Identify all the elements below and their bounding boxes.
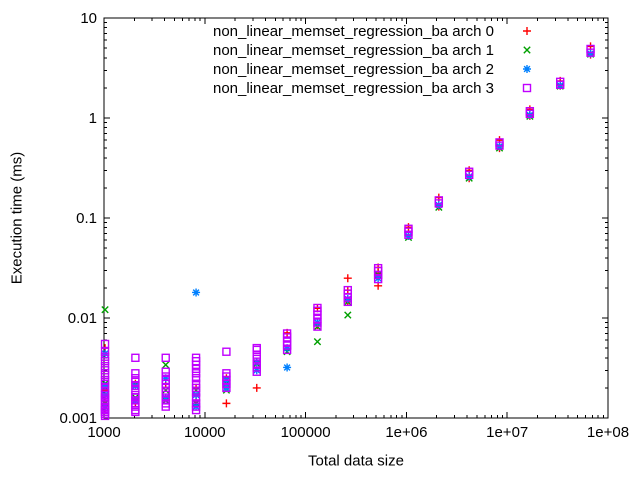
asterisk-marker-icon <box>404 232 413 241</box>
cross-marker-icon <box>313 337 322 346</box>
square-marker-icon <box>191 393 201 402</box>
legend-label: non_linear_memset_regression_ba arch 3 <box>213 80 494 97</box>
square-marker-icon <box>373 274 383 284</box>
x-tick-label: 1e+08 <box>587 424 629 441</box>
cross-marker-icon <box>101 306 109 314</box>
cross-marker-icon <box>162 361 170 369</box>
asterisk-marker-icon <box>283 344 292 353</box>
plus-marker-icon <box>343 274 352 283</box>
square-marker-icon <box>252 343 261 353</box>
square-marker-icon <box>343 297 352 307</box>
square-marker-icon <box>313 314 322 324</box>
y-tick-label: 1 <box>89 110 97 127</box>
square-marker-icon <box>373 263 383 273</box>
square-marker-icon <box>282 345 292 355</box>
square-marker-icon <box>131 390 140 400</box>
x-tick-label: 10000 <box>184 424 226 441</box>
square-marker-icon <box>343 285 352 295</box>
cross-marker-icon <box>162 386 170 394</box>
asterisk-marker-icon <box>465 172 474 181</box>
y-tick-label: 0.1 <box>76 210 97 227</box>
y-tick-label: 0.01 <box>68 310 97 327</box>
asterisk-marker-icon <box>192 390 201 399</box>
square-marker-icon <box>282 329 292 338</box>
square-marker-icon <box>161 393 170 402</box>
legend-asterisk-marker-icon <box>523 65 531 73</box>
legend-label: non_linear_memset_regression_ba arch 2 <box>213 61 494 78</box>
cross-marker-icon <box>344 311 352 319</box>
asterisk-marker-icon <box>161 374 170 383</box>
x-tick-label: 1e+07 <box>486 424 528 441</box>
square-marker-icon <box>100 352 110 361</box>
square-marker-icon <box>313 303 322 313</box>
square-marker-icon <box>555 77 565 87</box>
asterisk-marker-icon <box>192 288 201 297</box>
plus-marker-icon <box>252 383 261 392</box>
square-marker-icon <box>252 367 261 376</box>
square-marker-icon <box>161 372 170 381</box>
x-tick-label: 1e+06 <box>385 424 427 441</box>
square-marker-icon <box>495 138 504 147</box>
square-marker-icon <box>100 370 110 380</box>
square-marker-icon <box>252 345 261 355</box>
square-marker-icon <box>252 359 261 368</box>
square-marker-icon <box>100 375 110 385</box>
legend-cross-marker-icon <box>523 46 531 54</box>
square-marker-icon <box>100 339 110 349</box>
square-marker-icon <box>464 167 474 176</box>
square-marker-icon <box>191 353 201 362</box>
asterisk-marker-icon <box>283 363 292 372</box>
square-marker-icon <box>161 353 170 362</box>
square-marker-icon <box>100 361 110 371</box>
square-marker-icon <box>131 385 140 395</box>
square-marker-icon <box>161 388 170 397</box>
square-marker-icon <box>131 374 140 383</box>
legend-plus-marker-icon <box>523 27 531 35</box>
asterisk-marker-icon <box>586 49 595 58</box>
plot-border <box>103 17 609 419</box>
y-axis-title: Execution time (ms) <box>8 151 26 285</box>
square-marker-icon <box>161 367 170 376</box>
legend-label: non_linear_memset_regression_ba arch 0 <box>213 23 494 40</box>
square-marker-icon <box>252 354 261 364</box>
x-tick-label: 1000 <box>87 424 120 441</box>
plus-marker-icon <box>404 223 413 232</box>
square-marker-icon <box>222 347 231 356</box>
square-marker-icon <box>191 388 201 397</box>
axis-ticks <box>103 17 609 419</box>
plus-marker-icon <box>222 399 231 408</box>
square-marker-icon <box>222 369 231 378</box>
square-marker-icon <box>434 196 444 205</box>
square-marker-icon <box>404 224 413 233</box>
square-marker-icon <box>100 347 110 356</box>
asterisk-marker-icon <box>434 200 443 209</box>
square-marker-icon <box>191 379 201 388</box>
square-marker-icon <box>131 353 140 362</box>
y-tick-label: 0.001 <box>59 410 97 427</box>
square-marker-icon <box>191 369 201 378</box>
legend-square-marker-icon <box>522 83 532 93</box>
asterisk-marker-icon <box>101 381 110 390</box>
y-tick-label: 10 <box>80 10 97 27</box>
square-marker-icon <box>282 337 292 346</box>
legend-label: non_linear_memset_regression_ba arch 1 <box>213 42 494 59</box>
x-tick-label: 100000 <box>281 424 331 441</box>
square-marker-icon <box>100 388 110 397</box>
x-axis-title: Total data size <box>308 452 404 470</box>
asterisk-marker-icon <box>101 390 110 399</box>
square-marker-icon <box>100 356 110 366</box>
square-marker-icon <box>586 44 595 54</box>
square-marker-icon <box>131 369 140 378</box>
square-marker-icon <box>191 374 201 383</box>
square-marker-icon <box>525 106 535 116</box>
square-marker-icon <box>191 399 201 408</box>
